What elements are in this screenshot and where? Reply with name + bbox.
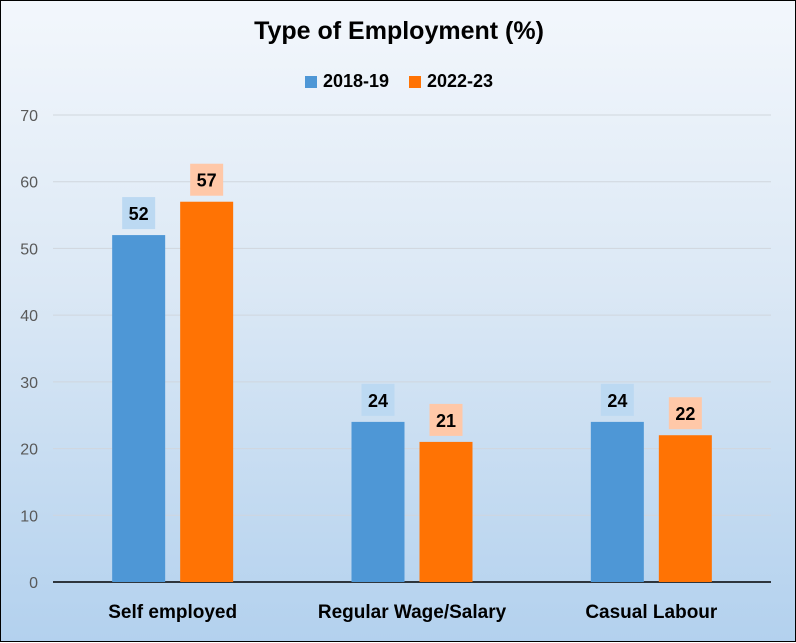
x-tick-label: Regular Wage/Salary (318, 602, 507, 623)
data-label: 24 (368, 391, 388, 411)
data-label-bg (668, 397, 702, 430)
data-label: 21 (436, 411, 456, 431)
y-tick-label: 10 (20, 508, 38, 525)
x-tick-label: Self employed (108, 602, 237, 623)
bar-2022-23 (180, 201, 234, 582)
legend-swatch (409, 75, 421, 88)
legend-label: 2022-23 (427, 71, 494, 91)
data-label-bg (190, 163, 224, 196)
data-label-bg (429, 403, 463, 436)
data-label: 52 (129, 204, 149, 224)
chart-title: Type of Employment (%) (254, 17, 544, 45)
bar-2018-19 (590, 421, 644, 582)
y-tick-label: 70 (20, 108, 38, 125)
data-label-bg (600, 383, 634, 416)
legend-item-2018-19: 2018-19 (304, 71, 389, 92)
data-label: 22 (675, 404, 695, 424)
bar-2018-19 (112, 235, 166, 583)
y-tick-label: 30 (20, 375, 38, 392)
bar-2022-23 (658, 435, 712, 582)
y-tick-label: 50 (20, 241, 38, 258)
y-tick-label: 20 (20, 442, 38, 459)
data-label: 57 (197, 171, 217, 191)
legend: 2018-19 2022-23 (1, 71, 796, 92)
y-tick-label: 0 (29, 575, 38, 592)
y-tick-label: 40 (20, 308, 38, 325)
data-label-bg (361, 383, 395, 416)
y-tick-label: 60 (20, 175, 38, 192)
data-label-bg (122, 197, 156, 230)
x-tick-label: Casual Labour (585, 602, 718, 623)
bar-2018-19 (351, 421, 405, 582)
legend-label: 2018-19 (322, 71, 389, 91)
bar-2022-23 (419, 441, 473, 582)
legend-item-2022-23: 2022-23 (409, 71, 493, 92)
data-label: 24 (607, 391, 627, 411)
legend-swatch (304, 75, 317, 88)
